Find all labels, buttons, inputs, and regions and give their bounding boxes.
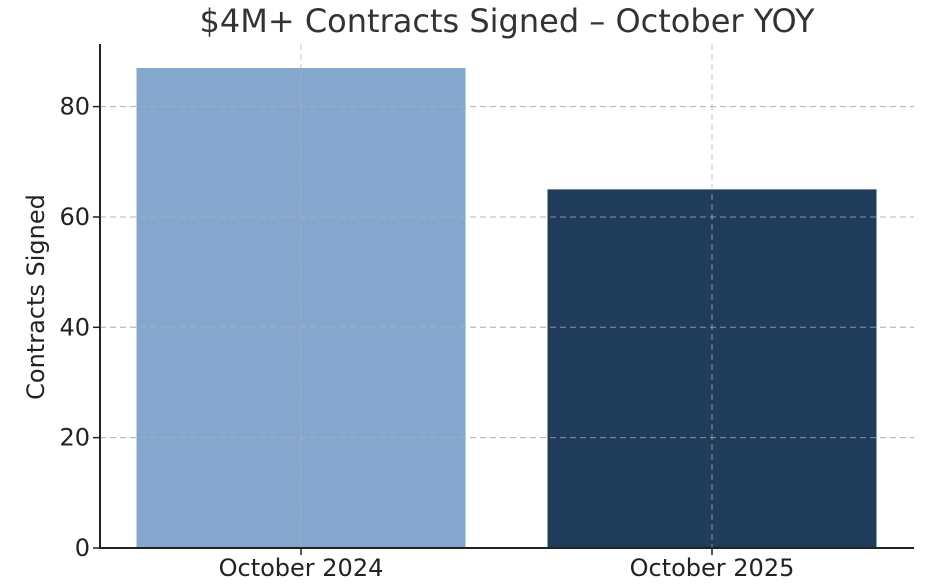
y-axis-label: Contracts Signed xyxy=(22,194,50,400)
vertical-grid xyxy=(100,44,914,548)
ticks: 0 20 40 60 80 October 2024 October 2025 xyxy=(59,93,794,582)
x-tick-label: October 2024 xyxy=(219,554,384,582)
axes xyxy=(99,44,914,549)
bars xyxy=(136,68,877,548)
y-tick-label: 40 xyxy=(59,313,90,341)
y-tick-label: 0 xyxy=(75,534,90,562)
y-tick-label: 80 xyxy=(59,93,90,121)
chart-title: $4M+ Contracts Signed – October YOY xyxy=(200,2,815,40)
y-tick-label: 60 xyxy=(59,203,90,231)
y-tick-label: 20 xyxy=(59,424,90,452)
x-tick-label: October 2025 xyxy=(630,554,795,582)
